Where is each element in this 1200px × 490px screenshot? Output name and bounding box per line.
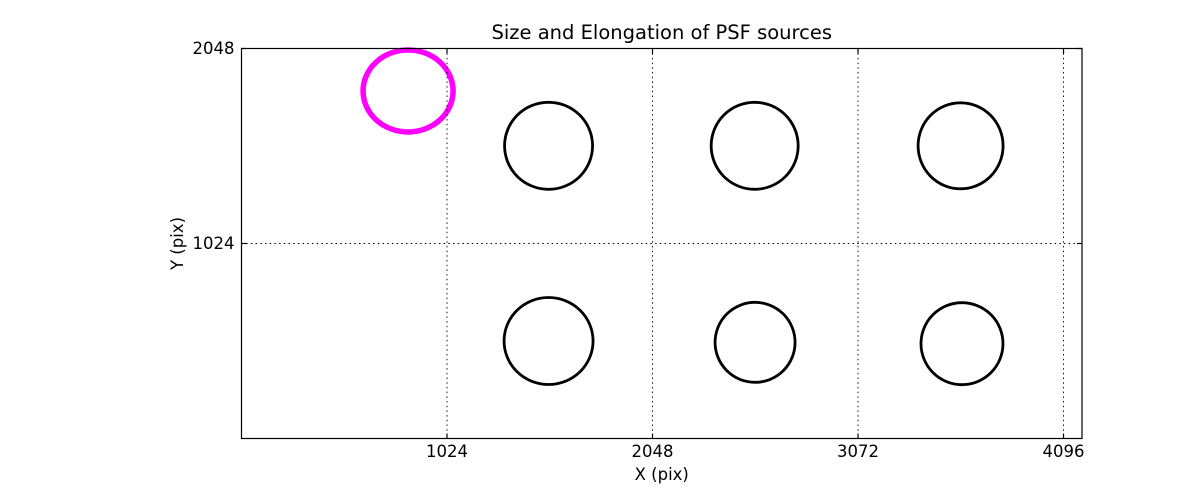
plot-border — [240, 47, 1083, 440]
psf-source-ellipse — [709, 100, 800, 191]
x-tick-label: 4096 — [1043, 442, 1085, 461]
y-tick-label: 1024 — [193, 234, 235, 253]
plot-area: 1024 2048 3072 4096 1024 2048 — [193, 39, 1085, 461]
x-tick-label: 3072 — [837, 442, 879, 461]
psf-source-ellipse — [713, 300, 797, 384]
psf-source-ellipse — [502, 296, 595, 386]
x-axis-label: X (pix) — [635, 465, 689, 484]
chart-title: Size and Elongation of PSF sources — [492, 21, 832, 44]
psf-source-ellipse — [919, 301, 1005, 387]
psf-source-ellipse — [503, 100, 594, 191]
y-axis-label: Y (pix) — [168, 217, 187, 271]
psf-source-ellipse — [916, 101, 1005, 191]
x-tick-label: 1024 — [426, 442, 468, 461]
psf-highlight-ellipse — [360, 47, 456, 135]
x-tick-label: 2048 — [632, 442, 674, 461]
y-tick-label: 2048 — [193, 39, 235, 58]
